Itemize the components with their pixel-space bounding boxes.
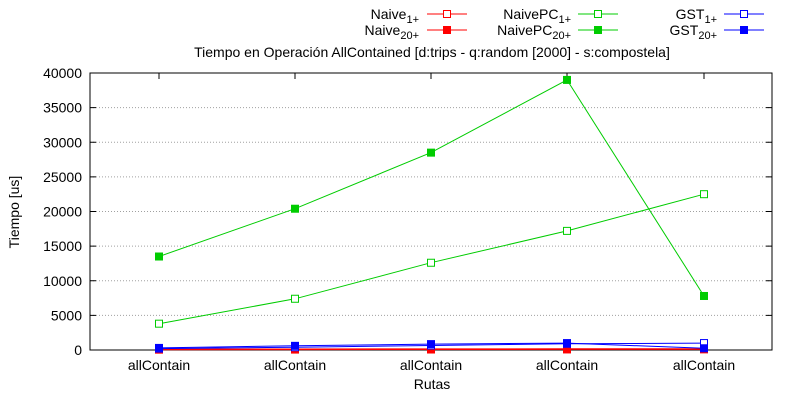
legend-marker — [443, 10, 451, 18]
y-tick-label: 20000 — [43, 204, 82, 220]
legend-marker — [740, 10, 748, 18]
y-tick-label: 35000 — [43, 100, 82, 116]
x-tick-label: allContain — [536, 357, 598, 373]
series-naivepc-1plus — [155, 190, 708, 328]
legend-marker — [594, 10, 602, 18]
data-point — [291, 294, 299, 303]
y-tick-label: 40000 — [43, 65, 82, 81]
data-point — [155, 319, 163, 328]
y-tick-label: 15000 — [43, 238, 82, 254]
x-tick-label: allContain — [128, 357, 190, 373]
data-point — [427, 148, 435, 157]
y-tick-label: 30000 — [43, 134, 82, 150]
data-point — [155, 252, 163, 261]
legend-marker — [594, 26, 602, 34]
data-point — [563, 226, 571, 235]
data-point — [427, 258, 435, 267]
legend-label: GST1+ — [676, 6, 717, 26]
data-point — [700, 291, 708, 300]
legend-label: Naive20+ — [365, 22, 419, 42]
y-axis: 0 5000 10000 15000 20000 25000 30000 35000 40000 — [43, 65, 772, 358]
x-tick-label: allContain — [264, 357, 326, 373]
series-gst-20plus — [155, 339, 708, 353]
x-tick-label: allContain — [400, 357, 462, 373]
data-point — [427, 340, 435, 349]
data-point — [700, 190, 708, 199]
legend-label: GST20+ — [670, 22, 717, 42]
y-tick-label: 5000 — [51, 307, 82, 323]
data-point — [155, 343, 163, 352]
y-tick-label: 25000 — [43, 169, 82, 185]
x-axis: allContain allContain allContain allContain… — [128, 73, 735, 373]
legend-label: NaivePC20+ — [497, 22, 571, 42]
legend: Naive1+Naive20+ NaivePC1+NaivePC20+ GST1+G… — [365, 6, 764, 42]
data-point — [291, 341, 299, 350]
legend-label: Naive1+ — [371, 6, 419, 26]
data-point — [563, 75, 571, 84]
series-group — [155, 75, 708, 354]
data-point — [700, 344, 708, 353]
legend-marker — [443, 26, 451, 34]
legend-marker — [740, 26, 748, 34]
grid — [90, 107, 772, 316]
x-axis-label: Rutas — [414, 376, 451, 392]
y-tick-label: 10000 — [43, 273, 82, 289]
data-point — [291, 204, 299, 213]
x-tick-label: allContain — [673, 357, 735, 373]
series-naivepc-20plus — [155, 75, 708, 300]
legend-label: NaivePC1+ — [503, 6, 571, 26]
y-tick-label: 0 — [74, 342, 82, 358]
data-point — [563, 339, 571, 348]
y-axis-label: Tiempo [us] — [6, 176, 22, 249]
chart-title: Tiempo en Operación AllContained [d:trip… — [194, 44, 670, 60]
